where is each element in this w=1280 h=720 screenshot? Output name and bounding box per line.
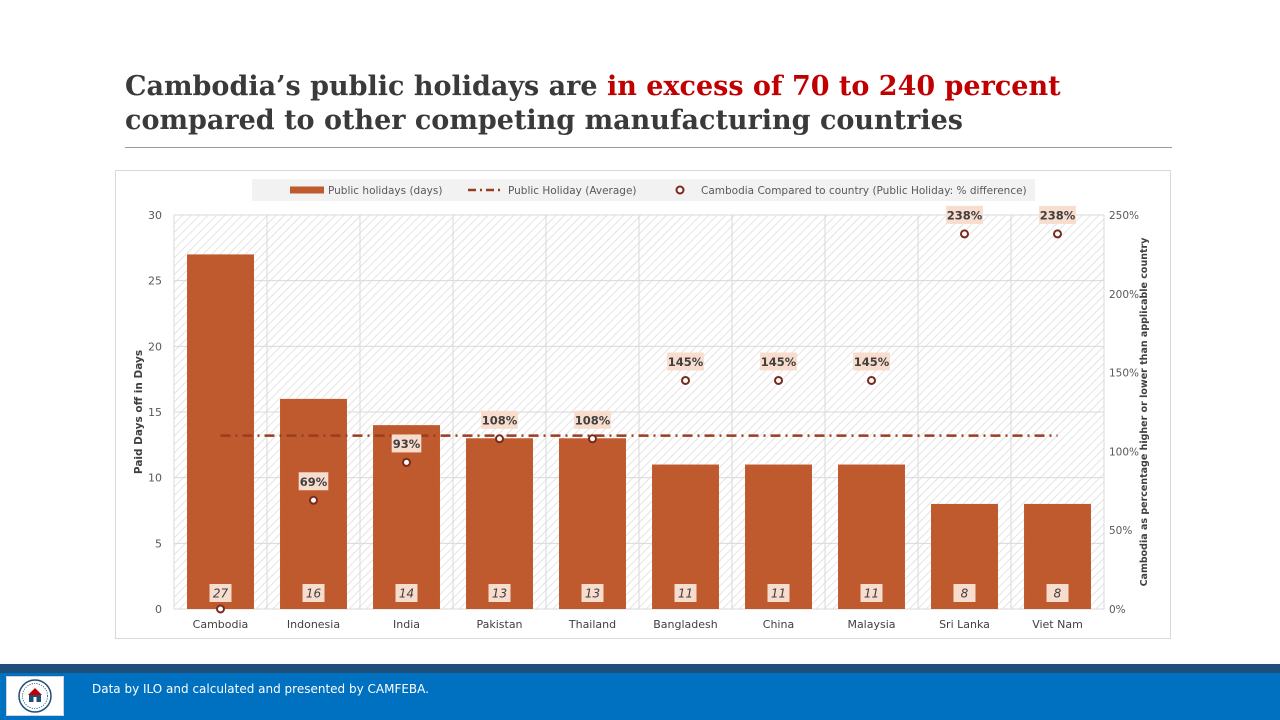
slide-title: Cambodia’s public holidays are in excess… — [125, 70, 1175, 138]
bar-value-label-bg — [674, 584, 697, 602]
y-left-tick-label: 30 — [148, 209, 162, 222]
bar — [373, 425, 440, 609]
bar-value-label-bg — [1046, 584, 1069, 602]
x-category-label: Cambodia — [193, 618, 249, 631]
percent-label: 108% — [575, 413, 611, 427]
legend-bar-label: Public holidays (days) — [328, 185, 442, 197]
legend-background — [252, 179, 1035, 201]
y-left-tick-label: 15 — [148, 406, 162, 419]
percent-label-bg — [946, 205, 983, 224]
percent-label-bg — [667, 352, 704, 371]
percent-marker — [216, 604, 225, 614]
y-right-tick-label: 0% — [1109, 604, 1126, 616]
title-part2: compared to other competing manufacturin… — [125, 105, 963, 136]
percent-label: 145% — [854, 355, 890, 369]
x-category-label: Sri Lanka — [939, 618, 990, 631]
x-category-label: India — [393, 618, 420, 631]
footer-source-text: Data by ILO and calculated and presented… — [92, 682, 429, 696]
bar — [187, 254, 254, 609]
title-part1: Cambodia’s public holidays are — [125, 71, 607, 102]
y-left-tick-label: 0 — [155, 603, 162, 616]
bar — [559, 438, 626, 609]
percent-label: 108% — [482, 413, 518, 427]
percent-label: 145% — [761, 355, 797, 369]
camfeba-logo-icon — [6, 676, 64, 716]
percent-label-bg — [760, 352, 797, 371]
bar-value-label: 27 — [213, 587, 229, 601]
legend-percent-swatch — [675, 185, 685, 195]
percent-marker — [681, 375, 690, 385]
legend-bar-swatch — [290, 186, 324, 194]
percent-marker — [960, 229, 969, 239]
percent-label-bg — [391, 434, 422, 453]
x-category-label: Indonesia — [287, 618, 340, 631]
legend-average-label: Public Holiday (Average) — [508, 185, 637, 197]
y-left-tick-label: 25 — [148, 275, 162, 288]
bar-value-label: 11 — [864, 587, 879, 601]
percent-marker — [867, 375, 876, 385]
bar-value-label-bg — [953, 584, 976, 602]
percent-marker — [402, 457, 411, 467]
x-category-label: Pakistan — [476, 618, 522, 631]
bar-value-label-bg — [395, 584, 418, 602]
percent-marker — [774, 375, 783, 385]
percent-label-bg — [1039, 205, 1076, 224]
x-category-label: Malaysia — [847, 618, 895, 631]
footer-accent-strip — [0, 664, 1280, 673]
percent-label-bg — [574, 410, 611, 429]
legend-percent-label: Cambodia Compared to country (Public Hol… — [701, 185, 1027, 197]
y-left-axis-title: Paid Days off in Days — [133, 350, 145, 474]
y-right-axis-title: Cambodia as percentage higher or lower t… — [1139, 237, 1150, 587]
percent-label: 238% — [1040, 208, 1076, 222]
bar-value-label: 16 — [306, 587, 322, 601]
bar-value-label-bg — [581, 584, 604, 602]
x-category-label: Viet Nam — [1032, 618, 1083, 631]
bar-value-label: 13 — [585, 587, 600, 601]
y-left-tick-label: 20 — [148, 340, 162, 353]
percent-marker — [1053, 229, 1062, 239]
percent-marker — [309, 495, 318, 505]
bar-value-label: 14 — [399, 587, 414, 601]
bar-value-label-bg — [488, 584, 511, 602]
bar-value-label: 13 — [492, 587, 507, 601]
x-category-label: Bangladesh — [653, 618, 718, 631]
chart-container: Public holidays (days) Public Holiday (Av… — [115, 170, 1171, 639]
percent-label: 238% — [947, 208, 983, 222]
y-left-tick-label: 10 — [148, 472, 162, 485]
percent-marker — [588, 434, 597, 444]
percent-label: 145% — [668, 355, 704, 369]
bar-value-label-bg — [302, 584, 325, 602]
percent-label: 93% — [393, 437, 421, 451]
x-category-label: China — [763, 618, 794, 631]
title-divider — [125, 147, 1172, 148]
bar-value-label: 11 — [678, 587, 693, 601]
bar — [466, 438, 533, 609]
percent-label: 69% — [300, 475, 328, 489]
y-right-tick-label: 250% — [1109, 210, 1139, 222]
x-category-label: Thailand — [568, 618, 616, 631]
y-right-tick-label: 200% — [1109, 289, 1139, 301]
bar-value-label-bg — [860, 584, 883, 602]
percent-label-bg — [298, 472, 329, 491]
y-right-tick-label: 100% — [1109, 446, 1139, 458]
chart-svg: Public holidays (days) Public Holiday (Av… — [133, 179, 1150, 631]
percent-label-bg — [481, 410, 518, 429]
percent-marker — [495, 434, 504, 444]
footer-bar: Data by ILO and calculated and presented… — [0, 673, 1280, 720]
bar-value-label-bg — [767, 584, 790, 602]
title-highlight: in excess of 70 to 240 percent — [606, 71, 1061, 102]
y-right-tick-label: 50% — [1109, 525, 1132, 537]
bar-value-label: 11 — [771, 587, 786, 601]
bar-value-label: 8 — [1054, 587, 1062, 601]
percent-label-bg — [853, 352, 890, 371]
y-right-tick-label: 150% — [1109, 368, 1139, 380]
bar-value-label-bg — [209, 584, 232, 602]
bar-value-label: 8 — [961, 587, 969, 601]
y-left-tick-label: 5 — [155, 537, 162, 550]
